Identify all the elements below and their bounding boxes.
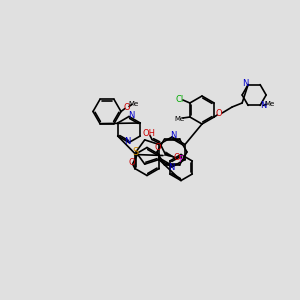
Text: N: N xyxy=(242,79,248,88)
Text: N: N xyxy=(170,131,176,140)
Text: O: O xyxy=(216,110,222,118)
Text: Me: Me xyxy=(129,100,139,106)
Text: O: O xyxy=(174,153,180,162)
Text: N: N xyxy=(128,111,134,120)
Text: N: N xyxy=(168,164,174,172)
Polygon shape xyxy=(164,152,175,158)
Text: N: N xyxy=(260,101,266,110)
Text: Cl: Cl xyxy=(176,94,184,103)
Text: O: O xyxy=(124,103,130,112)
Text: O: O xyxy=(155,143,161,152)
Text: N: N xyxy=(124,137,130,146)
Text: F: F xyxy=(178,155,183,164)
Text: S: S xyxy=(133,147,139,157)
Text: Me: Me xyxy=(175,116,185,122)
Text: OH: OH xyxy=(142,129,155,138)
Text: Me: Me xyxy=(264,101,274,107)
Text: O: O xyxy=(129,158,135,167)
